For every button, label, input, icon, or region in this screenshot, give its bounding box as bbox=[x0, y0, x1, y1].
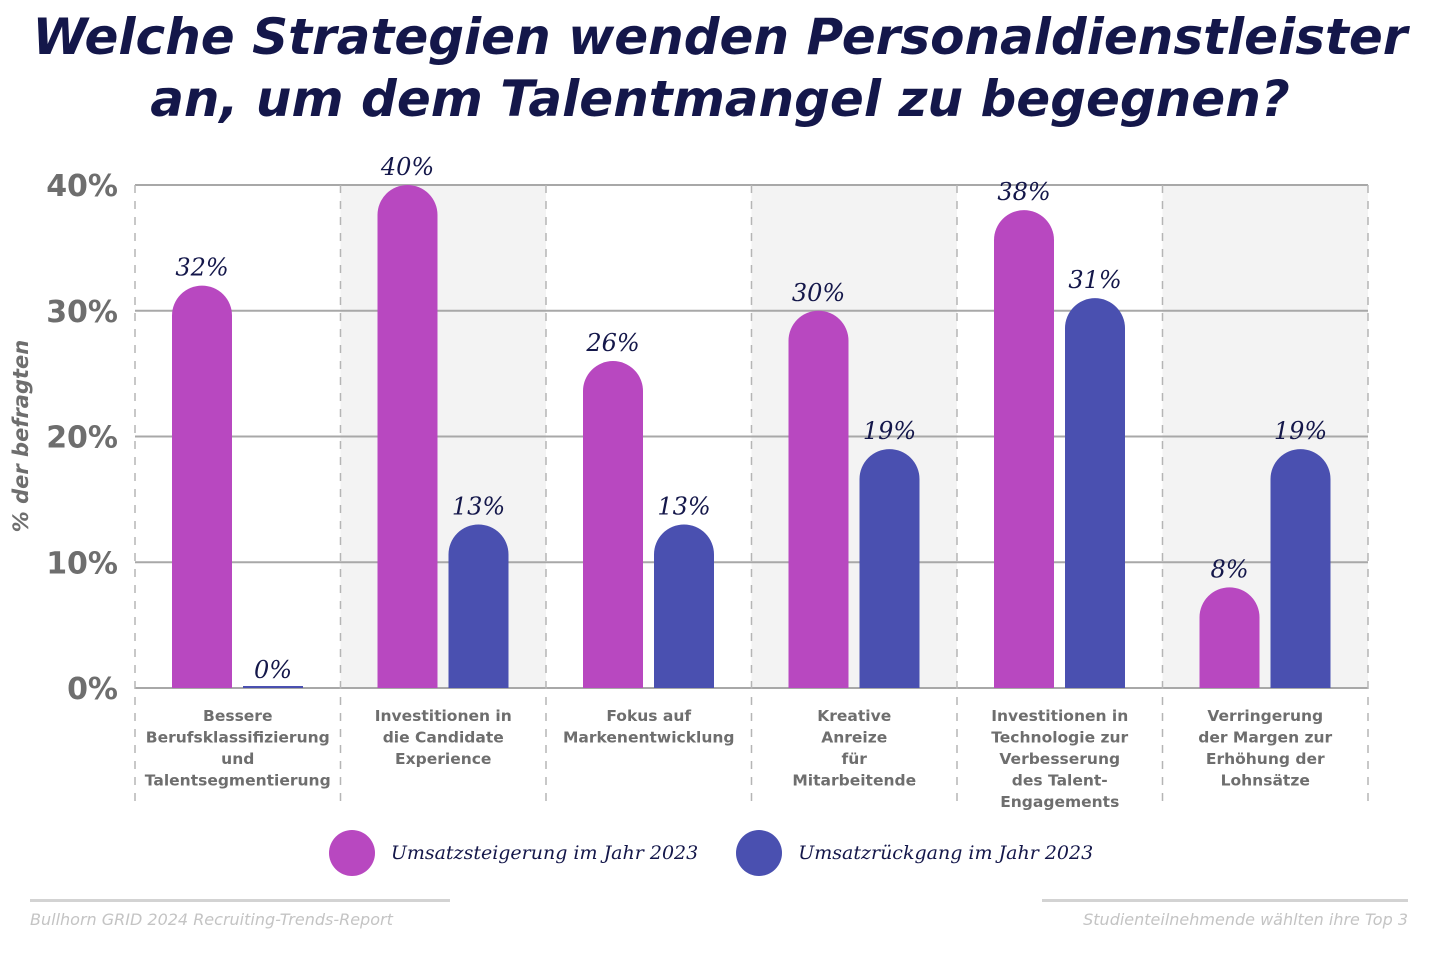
bar bbox=[583, 361, 643, 688]
data-label: 13% bbox=[657, 493, 710, 521]
bar bbox=[654, 524, 714, 688]
title-line-2: an, um dem Talentmangel zu begegnen? bbox=[150, 70, 1290, 128]
x-category-label: die Candidate bbox=[383, 729, 504, 747]
bar bbox=[448, 524, 509, 688]
legend-item-decrease: Umsatzrückgang im Jahr 2023 bbox=[736, 830, 1093, 876]
data-label: 30% bbox=[792, 279, 845, 307]
y-tick-label: 20% bbox=[46, 421, 118, 456]
x-category-label: Bessere bbox=[203, 707, 272, 725]
title-line-1: Welche Strategien wenden Personaldienstl… bbox=[32, 8, 1408, 66]
legend-label-decrease: Umsatzrückgang im Jahr 2023 bbox=[798, 842, 1094, 864]
y-tick-label: 30% bbox=[46, 295, 118, 330]
legend: Umsatzsteigerung im Jahr 2023 Umsatzrück… bbox=[0, 830, 1440, 876]
x-category-label: Lohnsätze bbox=[1221, 772, 1310, 790]
bar bbox=[1065, 298, 1125, 688]
data-label: 40% bbox=[380, 153, 434, 181]
footer-divider-right bbox=[1042, 899, 1408, 902]
data-label: 32% bbox=[175, 254, 228, 282]
x-category-label: der Margen zur bbox=[1198, 729, 1332, 747]
x-category-label: Experience bbox=[395, 750, 491, 768]
bar bbox=[377, 185, 438, 689]
x-category-label: Erhöhung der bbox=[1206, 750, 1325, 768]
x-category-label: Anreize bbox=[821, 729, 887, 747]
data-label: 0% bbox=[254, 656, 292, 684]
bar bbox=[788, 310, 849, 688]
x-category-label: Verbesserung bbox=[999, 750, 1120, 768]
data-label: 38% bbox=[997, 178, 1050, 206]
footer-note: Studienteilnehmende wählten ihre Top 3 bbox=[1083, 910, 1408, 929]
bar bbox=[172, 285, 232, 688]
data-label: 26% bbox=[585, 329, 639, 357]
legend-swatch-decrease bbox=[736, 830, 783, 876]
y-tick-label: 10% bbox=[46, 546, 118, 581]
x-category-label: Investitionen in bbox=[991, 707, 1128, 725]
legend-item-increase: Umsatzsteigerung im Jahr 2023 bbox=[328, 830, 699, 876]
bar bbox=[1270, 449, 1331, 688]
legend-label-increase: Umsatzsteigerung im Jahr 2023 bbox=[390, 842, 699, 864]
x-category-label: für bbox=[842, 750, 868, 768]
bar bbox=[994, 210, 1054, 688]
data-label: 31% bbox=[1068, 266, 1121, 294]
x-category-label: Technologie zur bbox=[991, 729, 1128, 747]
x-category-label: Talentsegmentierung bbox=[145, 772, 331, 790]
chart-title: Welche Strategien wenden Personaldienstl… bbox=[0, 6, 1440, 130]
footer-divider-left bbox=[30, 899, 450, 902]
y-tick-label: 0% bbox=[67, 672, 118, 707]
bar bbox=[859, 449, 920, 688]
bar bbox=[243, 686, 303, 688]
y-tick-label: 40% bbox=[46, 169, 118, 204]
x-category-label: Kreative bbox=[817, 707, 891, 725]
data-label: 19% bbox=[863, 417, 916, 445]
legend-swatch-increase bbox=[328, 830, 375, 876]
x-category-label: Verringerung bbox=[1207, 707, 1323, 725]
x-category-label: Engagements bbox=[1000, 793, 1119, 811]
x-category-label: Investitionen in bbox=[375, 707, 512, 725]
y-axis-label: % der befragten bbox=[9, 340, 33, 533]
data-label: 13% bbox=[452, 493, 505, 521]
data-label: 19% bbox=[1274, 417, 1327, 445]
x-category-label: Markenentwicklung bbox=[563, 729, 735, 747]
footer-source: Bullhorn GRID 2024 Recruiting-Trends-Rep… bbox=[30, 910, 393, 929]
x-category-label: des Talent- bbox=[1012, 772, 1108, 790]
x-category-label: Mitarbeitende bbox=[792, 772, 916, 790]
x-category-label: Fokus auf bbox=[606, 707, 691, 725]
data-label: 8% bbox=[1210, 555, 1248, 583]
x-category-label: und bbox=[221, 750, 254, 768]
x-category-label: Berufsklassifizierung bbox=[146, 729, 330, 747]
bar bbox=[1199, 587, 1260, 688]
